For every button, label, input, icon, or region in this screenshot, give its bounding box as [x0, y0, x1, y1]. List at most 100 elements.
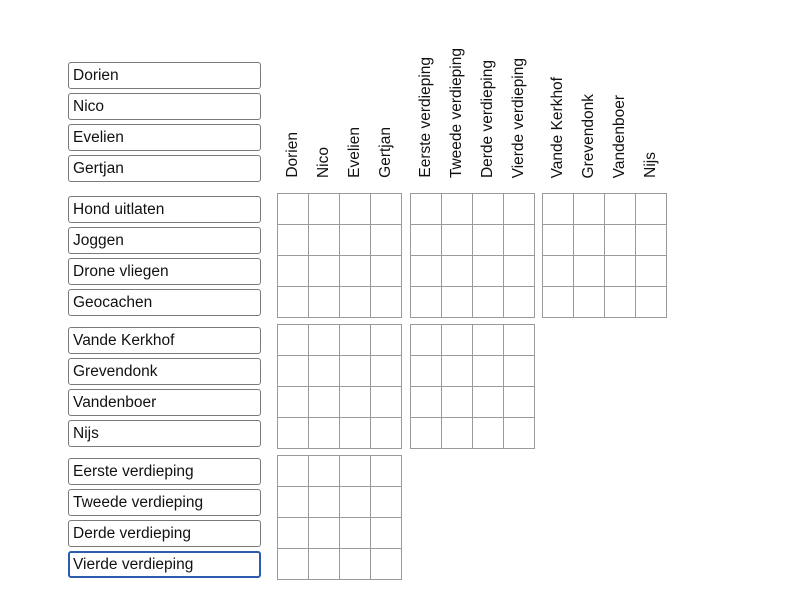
grid-cell-geocachen-tweede-verdieping[interactable] — [442, 287, 473, 318]
grid-cell-grevendonk-vierde-verdieping[interactable] — [504, 356, 535, 387]
grid-cell-eerste-verdieping-evelien[interactable] — [340, 456, 371, 487]
grid-cell-drone-vliegen-vierde-verdieping[interactable] — [504, 256, 535, 287]
label-input-hond-uitlaten[interactable] — [68, 196, 261, 223]
label-input-joggen[interactable] — [68, 227, 261, 254]
grid-cell-joggen-grevendonk[interactable] — [574, 225, 605, 256]
grid-cell-drone-vliegen-tweede-verdieping[interactable] — [442, 256, 473, 287]
grid-cell-nijs-vierde-verdieping[interactable] — [504, 418, 535, 449]
grid-cell-hond-uitlaten-eerste-verdieping[interactable] — [411, 194, 442, 225]
grid-cell-hond-uitlaten-tweede-verdieping[interactable] — [442, 194, 473, 225]
label-input-vierde-verdieping[interactable] — [68, 551, 261, 578]
grid-cell-vande-kerkhof-derde-verdieping[interactable] — [473, 325, 504, 356]
grid-cell-derde-verdieping-evelien[interactable] — [340, 518, 371, 549]
grid-cell-hond-uitlaten-evelien[interactable] — [340, 194, 371, 225]
label-input-evelien[interactable] — [68, 124, 261, 151]
grid-cell-vande-kerkhof-tweede-verdieping[interactable] — [442, 325, 473, 356]
label-input-derde-verdieping[interactable] — [68, 520, 261, 547]
grid-cell-drone-vliegen-gertjan[interactable] — [371, 256, 402, 287]
grid-cell-drone-vliegen-dorien[interactable] — [278, 256, 309, 287]
label-input-vande-kerkhof[interactable] — [68, 327, 261, 354]
grid-cell-drone-vliegen-vande-kerkhof[interactable] — [543, 256, 574, 287]
label-input-eerste-verdieping[interactable] — [68, 458, 261, 485]
grid-cell-grevendonk-dorien[interactable] — [278, 356, 309, 387]
grid-cell-derde-verdieping-dorien[interactable] — [278, 518, 309, 549]
grid-cell-joggen-vande-kerkhof[interactable] — [543, 225, 574, 256]
grid-cell-tweede-verdieping-nico[interactable] — [309, 487, 340, 518]
grid-cell-vandenboer-derde-verdieping[interactable] — [473, 387, 504, 418]
grid-cell-geocachen-nijs[interactable] — [636, 287, 667, 318]
label-input-nijs[interactable] — [68, 420, 261, 447]
grid-cell-drone-vliegen-nico[interactable] — [309, 256, 340, 287]
grid-cell-joggen-dorien[interactable] — [278, 225, 309, 256]
grid-cell-eerste-verdieping-nico[interactable] — [309, 456, 340, 487]
grid-cell-hond-uitlaten-derde-verdieping[interactable] — [473, 194, 504, 225]
grid-cell-geocachen-gertjan[interactable] — [371, 287, 402, 318]
grid-cell-nijs-eerste-verdieping[interactable] — [411, 418, 442, 449]
grid-cell-tweede-verdieping-evelien[interactable] — [340, 487, 371, 518]
label-input-drone-vliegen[interactable] — [68, 258, 261, 285]
grid-cell-drone-vliegen-eerste-verdieping[interactable] — [411, 256, 442, 287]
grid-cell-vandenboer-nico[interactable] — [309, 387, 340, 418]
label-input-geocachen[interactable] — [68, 289, 261, 316]
label-input-dorien[interactable] — [68, 62, 261, 89]
grid-cell-eerste-verdieping-gertjan[interactable] — [371, 456, 402, 487]
grid-cell-joggen-evelien[interactable] — [340, 225, 371, 256]
grid-cell-joggen-eerste-verdieping[interactable] — [411, 225, 442, 256]
grid-cell-geocachen-vandenboer[interactable] — [605, 287, 636, 318]
grid-cell-vande-kerkhof-gertjan[interactable] — [371, 325, 402, 356]
grid-cell-nijs-derde-verdieping[interactable] — [473, 418, 504, 449]
grid-cell-drone-vliegen-grevendonk[interactable] — [574, 256, 605, 287]
grid-cell-nijs-dorien[interactable] — [278, 418, 309, 449]
grid-cell-joggen-nico[interactable] — [309, 225, 340, 256]
grid-cell-grevendonk-derde-verdieping[interactable] — [473, 356, 504, 387]
grid-cell-vande-kerkhof-vierde-verdieping[interactable] — [504, 325, 535, 356]
grid-cell-joggen-gertjan[interactable] — [371, 225, 402, 256]
grid-cell-joggen-vierde-verdieping[interactable] — [504, 225, 535, 256]
grid-cell-grevendonk-eerste-verdieping[interactable] — [411, 356, 442, 387]
grid-cell-drone-vliegen-evelien[interactable] — [340, 256, 371, 287]
grid-cell-drone-vliegen-nijs[interactable] — [636, 256, 667, 287]
grid-cell-geocachen-eerste-verdieping[interactable] — [411, 287, 442, 318]
grid-cell-drone-vliegen-derde-verdieping[interactable] — [473, 256, 504, 287]
grid-cell-vande-kerkhof-evelien[interactable] — [340, 325, 371, 356]
grid-cell-nijs-evelien[interactable] — [340, 418, 371, 449]
grid-cell-vandenboer-eerste-verdieping[interactable] — [411, 387, 442, 418]
grid-cell-vande-kerkhof-nico[interactable] — [309, 325, 340, 356]
grid-cell-nijs-nico[interactable] — [309, 418, 340, 449]
grid-cell-geocachen-derde-verdieping[interactable] — [473, 287, 504, 318]
label-input-nico[interactable] — [68, 93, 261, 120]
grid-cell-nijs-gertjan[interactable] — [371, 418, 402, 449]
grid-cell-hond-uitlaten-dorien[interactable] — [278, 194, 309, 225]
grid-cell-hond-uitlaten-vandenboer[interactable] — [605, 194, 636, 225]
grid-cell-grevendonk-evelien[interactable] — [340, 356, 371, 387]
grid-cell-geocachen-dorien[interactable] — [278, 287, 309, 318]
grid-cell-grevendonk-tweede-verdieping[interactable] — [442, 356, 473, 387]
grid-cell-vandenboer-dorien[interactable] — [278, 387, 309, 418]
grid-cell-grevendonk-gertjan[interactable] — [371, 356, 402, 387]
grid-cell-tweede-verdieping-gertjan[interactable] — [371, 487, 402, 518]
grid-cell-hond-uitlaten-nico[interactable] — [309, 194, 340, 225]
grid-cell-geocachen-nico[interactable] — [309, 287, 340, 318]
label-input-tweede-verdieping[interactable] — [68, 489, 261, 516]
grid-cell-hond-uitlaten-vierde-verdieping[interactable] — [504, 194, 535, 225]
grid-cell-hond-uitlaten-gertjan[interactable] — [371, 194, 402, 225]
grid-cell-hond-uitlaten-vande-kerkhof[interactable] — [543, 194, 574, 225]
grid-cell-vande-kerkhof-dorien[interactable] — [278, 325, 309, 356]
grid-cell-joggen-nijs[interactable] — [636, 225, 667, 256]
grid-cell-vandenboer-evelien[interactable] — [340, 387, 371, 418]
grid-cell-geocachen-evelien[interactable] — [340, 287, 371, 318]
grid-cell-vierde-verdieping-dorien[interactable] — [278, 549, 309, 580]
grid-cell-eerste-verdieping-dorien[interactable] — [278, 456, 309, 487]
grid-cell-vierde-verdieping-evelien[interactable] — [340, 549, 371, 580]
grid-cell-hond-uitlaten-grevendonk[interactable] — [574, 194, 605, 225]
grid-cell-vande-kerkhof-eerste-verdieping[interactable] — [411, 325, 442, 356]
grid-cell-drone-vliegen-vandenboer[interactable] — [605, 256, 636, 287]
grid-cell-joggen-vandenboer[interactable] — [605, 225, 636, 256]
label-input-grevendonk[interactable] — [68, 358, 261, 385]
grid-cell-geocachen-vierde-verdieping[interactable] — [504, 287, 535, 318]
grid-cell-vandenboer-tweede-verdieping[interactable] — [442, 387, 473, 418]
grid-cell-joggen-derde-verdieping[interactable] — [473, 225, 504, 256]
grid-cell-nijs-tweede-verdieping[interactable] — [442, 418, 473, 449]
grid-cell-geocachen-grevendonk[interactable] — [574, 287, 605, 318]
grid-cell-vierde-verdieping-gertjan[interactable] — [371, 549, 402, 580]
